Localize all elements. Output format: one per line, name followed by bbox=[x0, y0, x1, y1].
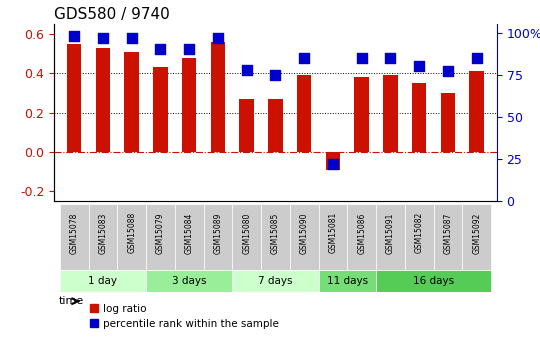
Bar bbox=[67, 44, 82, 152]
Text: GDS580 / 9740: GDS580 / 9740 bbox=[54, 7, 170, 22]
Point bbox=[328, 161, 337, 167]
Text: GSM15086: GSM15086 bbox=[357, 212, 366, 254]
FancyBboxPatch shape bbox=[405, 204, 434, 269]
FancyBboxPatch shape bbox=[204, 204, 232, 269]
Bar bbox=[383, 75, 397, 152]
Point bbox=[357, 55, 366, 61]
Point bbox=[300, 55, 308, 61]
FancyBboxPatch shape bbox=[146, 269, 232, 292]
FancyBboxPatch shape bbox=[261, 204, 290, 269]
FancyBboxPatch shape bbox=[347, 204, 376, 269]
FancyBboxPatch shape bbox=[434, 204, 462, 269]
Point bbox=[127, 35, 136, 40]
FancyBboxPatch shape bbox=[60, 204, 89, 269]
Bar bbox=[441, 93, 455, 152]
FancyBboxPatch shape bbox=[60, 269, 146, 292]
Text: 1 day: 1 day bbox=[89, 276, 117, 286]
Text: GSM15091: GSM15091 bbox=[386, 212, 395, 254]
Text: GSM15082: GSM15082 bbox=[415, 212, 424, 254]
Bar bbox=[469, 71, 484, 152]
FancyBboxPatch shape bbox=[462, 204, 491, 269]
Text: GSM15080: GSM15080 bbox=[242, 212, 251, 254]
Text: GSM15085: GSM15085 bbox=[271, 212, 280, 254]
Bar bbox=[211, 42, 225, 152]
Bar bbox=[124, 52, 139, 152]
Bar bbox=[239, 99, 254, 152]
Point bbox=[185, 47, 193, 52]
FancyBboxPatch shape bbox=[232, 269, 319, 292]
Text: GSM15090: GSM15090 bbox=[300, 212, 309, 254]
Text: GSM15087: GSM15087 bbox=[443, 212, 453, 254]
Text: GSM15081: GSM15081 bbox=[328, 212, 338, 254]
Text: 11 days: 11 days bbox=[327, 276, 368, 286]
Point bbox=[472, 55, 481, 61]
Text: 16 days: 16 days bbox=[413, 276, 454, 286]
Point bbox=[415, 63, 423, 69]
FancyBboxPatch shape bbox=[376, 269, 491, 292]
Point bbox=[70, 33, 78, 39]
Point bbox=[156, 47, 165, 52]
Bar bbox=[182, 58, 197, 152]
Text: GSM15078: GSM15078 bbox=[70, 212, 79, 254]
FancyBboxPatch shape bbox=[376, 204, 405, 269]
Point bbox=[99, 35, 107, 40]
Point bbox=[214, 35, 222, 40]
Text: GSM15083: GSM15083 bbox=[98, 212, 107, 254]
Text: GSM15088: GSM15088 bbox=[127, 212, 136, 254]
Bar bbox=[354, 77, 369, 152]
Bar bbox=[412, 83, 427, 152]
FancyBboxPatch shape bbox=[290, 204, 319, 269]
FancyBboxPatch shape bbox=[146, 204, 175, 269]
Text: GSM15084: GSM15084 bbox=[185, 212, 194, 254]
Bar bbox=[326, 152, 340, 170]
Point bbox=[443, 69, 452, 74]
FancyBboxPatch shape bbox=[117, 204, 146, 269]
Text: time: time bbox=[58, 296, 84, 306]
Bar bbox=[96, 48, 110, 152]
FancyBboxPatch shape bbox=[319, 204, 347, 269]
FancyBboxPatch shape bbox=[175, 204, 204, 269]
Text: GSM15089: GSM15089 bbox=[213, 212, 222, 254]
Point bbox=[271, 72, 280, 78]
Text: GSM15092: GSM15092 bbox=[472, 212, 481, 254]
Text: 3 days: 3 days bbox=[172, 276, 206, 286]
Point bbox=[242, 67, 251, 72]
FancyBboxPatch shape bbox=[319, 269, 376, 292]
FancyBboxPatch shape bbox=[89, 204, 117, 269]
Point bbox=[386, 55, 395, 61]
Bar bbox=[297, 75, 312, 152]
Bar bbox=[268, 99, 282, 152]
Legend: log ratio, percentile rank within the sample: log ratio, percentile rank within the sa… bbox=[86, 299, 284, 333]
FancyBboxPatch shape bbox=[232, 204, 261, 269]
Bar bbox=[153, 67, 167, 152]
Text: GSM15079: GSM15079 bbox=[156, 212, 165, 254]
Text: 7 days: 7 days bbox=[258, 276, 293, 286]
